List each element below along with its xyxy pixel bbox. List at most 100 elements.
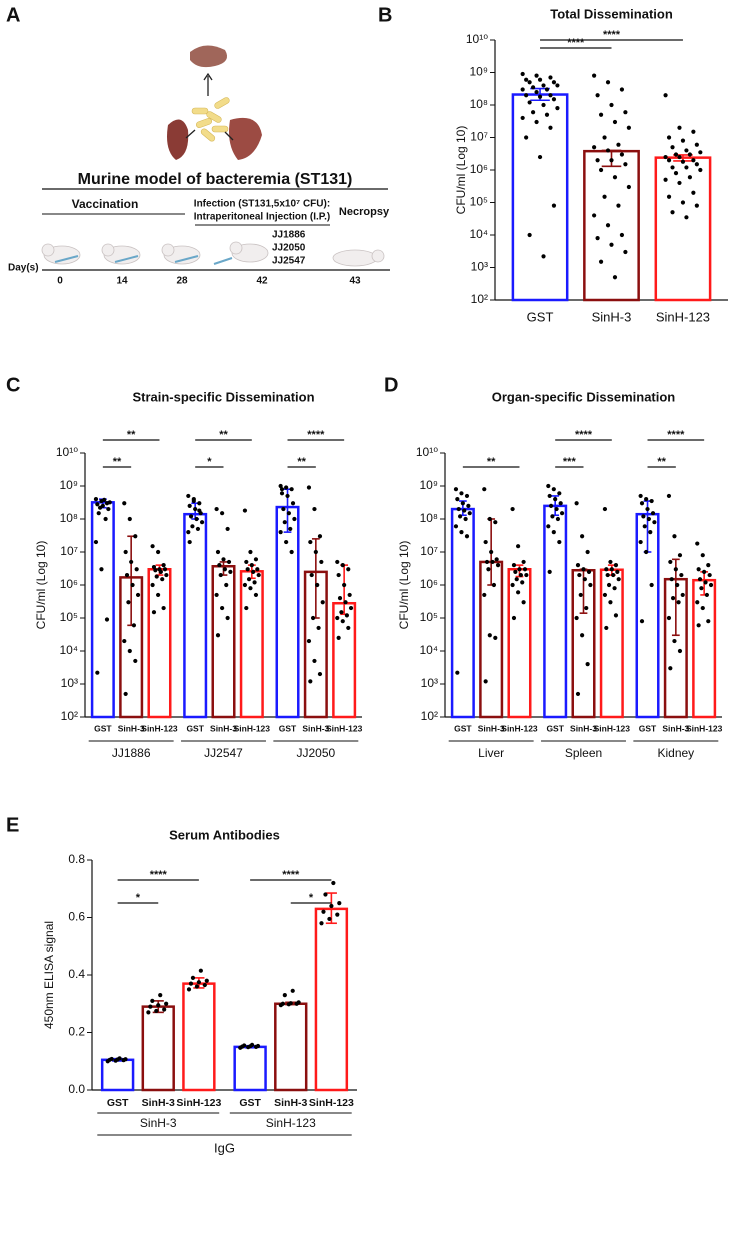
data-point <box>221 557 226 562</box>
panel-label: E <box>6 814 19 836</box>
data-point <box>280 1001 285 1006</box>
data-point <box>490 559 495 565</box>
data-point <box>164 572 169 578</box>
data-point <box>191 498 196 504</box>
data-point <box>619 152 625 157</box>
data-point <box>517 567 522 572</box>
data-point <box>482 592 487 598</box>
data-point <box>677 648 683 654</box>
data-point <box>551 97 557 102</box>
data-point <box>537 77 543 82</box>
data-point <box>124 572 130 578</box>
data-point <box>616 577 621 582</box>
data-point <box>126 600 131 605</box>
data-point <box>605 148 611 153</box>
data-point <box>161 605 166 611</box>
data-point <box>616 203 621 208</box>
y-axis-title: CFU/ml (Log 10) <box>397 541 411 630</box>
data-point <box>595 93 600 98</box>
data-point <box>154 574 159 579</box>
data-point <box>462 508 467 513</box>
x-tick-label: SinH-123 <box>141 723 178 733</box>
data-point <box>626 125 631 130</box>
panel-label: D <box>384 374 398 396</box>
data-point <box>641 514 646 519</box>
bar <box>211 564 236 719</box>
day: 43 <box>349 276 361 287</box>
y-tick-label: 0.2 <box>68 1025 85 1039</box>
data-point <box>513 569 518 574</box>
data-point <box>677 125 682 130</box>
bar <box>147 568 172 719</box>
data-point <box>154 1008 159 1014</box>
x-tick-label: GST <box>279 723 297 733</box>
data-point <box>609 242 614 247</box>
data-point <box>217 563 222 568</box>
data-point <box>96 511 101 516</box>
data-point <box>650 511 656 516</box>
data-point <box>487 516 492 522</box>
x-tick-label: SinH-3 <box>274 1097 307 1109</box>
data-point <box>615 569 620 574</box>
data-point <box>602 194 607 199</box>
data-point <box>609 102 614 108</box>
data-point <box>649 582 654 588</box>
data-point <box>530 85 536 90</box>
bar <box>233 1045 267 1092</box>
y-tick-label: 0.0 <box>68 1082 85 1096</box>
data-point <box>700 605 705 611</box>
y-tick-label: 0.4 <box>68 967 85 981</box>
data-point <box>246 577 252 582</box>
data-point <box>639 619 645 624</box>
data-point <box>551 487 556 492</box>
data-point <box>278 483 283 489</box>
data-point <box>684 148 689 153</box>
data-point <box>296 1000 301 1005</box>
data-point <box>187 503 192 508</box>
data-point <box>228 569 233 574</box>
data-point <box>248 549 253 555</box>
significance-label: **** <box>603 29 621 41</box>
phase-label: Necropsy <box>339 206 390 218</box>
data-point <box>285 493 290 499</box>
x-tick-label: SinH-123 <box>326 723 363 733</box>
data-point <box>577 572 582 578</box>
data-point <box>527 80 532 85</box>
data-point <box>696 623 701 628</box>
significance-label: **** <box>567 37 585 49</box>
day: 28 <box>176 276 188 287</box>
group-label: Spleen <box>565 746 602 760</box>
y-tick-label: 10⁴ <box>419 643 438 657</box>
day: 42 <box>256 276 268 287</box>
data-point <box>555 83 560 88</box>
error-bar <box>127 535 136 627</box>
data-point <box>652 520 657 525</box>
data-point <box>580 633 585 638</box>
significance-label: **** <box>282 869 300 881</box>
bar <box>599 568 624 719</box>
data-point <box>197 508 202 513</box>
data-point <box>684 215 689 220</box>
data-point <box>626 184 631 190</box>
data-point <box>548 75 553 80</box>
y-tick-label: 10⁶ <box>470 162 488 176</box>
data-point <box>148 1004 153 1009</box>
data-point <box>284 539 289 545</box>
data-point <box>687 175 693 180</box>
x-tick-label: GST <box>239 1097 261 1109</box>
data-point <box>537 154 543 160</box>
data-point <box>605 572 610 578</box>
data-point <box>588 582 593 588</box>
data-point <box>616 142 621 147</box>
data-point <box>102 497 107 502</box>
data-point <box>482 487 487 492</box>
y-axis-title: CFU/ml (Log 10) <box>34 541 48 630</box>
strain-label: JJ2547 <box>272 256 306 267</box>
data-point <box>122 638 127 644</box>
x-tick-label: SinH-3 <box>118 723 145 733</box>
data-point <box>520 115 525 121</box>
y-tick-label: 10⁴ <box>469 227 488 241</box>
data-point <box>331 880 336 886</box>
data-point <box>679 572 684 578</box>
data-point <box>459 530 464 535</box>
